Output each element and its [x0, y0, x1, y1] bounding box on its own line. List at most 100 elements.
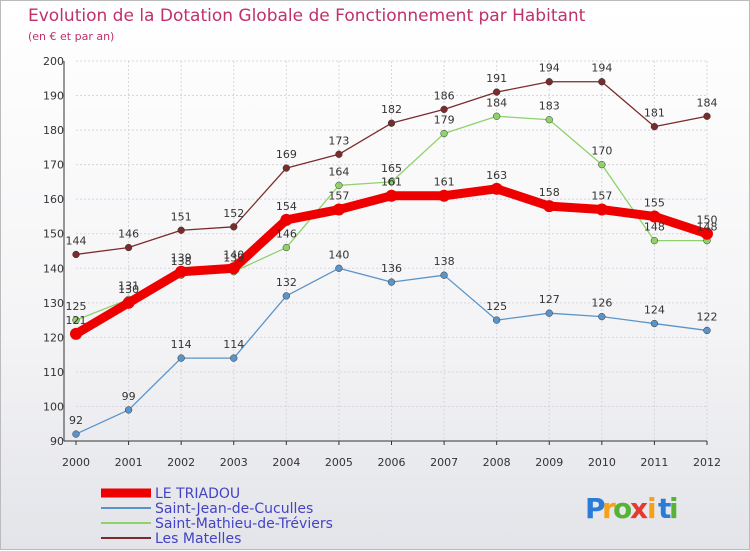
y-tick-label: 100 — [43, 400, 64, 413]
data-label: 183 — [539, 100, 560, 113]
chart-title: Evolution de la Dotation Globale de Fonc… — [28, 6, 586, 26]
data-label: 157 — [591, 190, 612, 203]
data-point — [440, 105, 448, 114]
data-point — [282, 292, 290, 300]
data-point — [177, 226, 185, 234]
data-point — [72, 316, 80, 324]
data-label: 151 — [171, 210, 192, 223]
data-label: 122 — [697, 310, 718, 323]
x-tick-label: 2007 — [430, 456, 458, 469]
data-point — [595, 203, 608, 216]
y-tick-label: 190 — [43, 90, 64, 103]
x-tick-label: 2008 — [483, 456, 511, 469]
data-label: 154 — [276, 200, 297, 213]
data-label: 139 — [223, 252, 244, 265]
data-label: 158 — [539, 186, 560, 199]
data-point — [701, 227, 713, 240]
logo-letter: x — [630, 492, 648, 525]
data-label: 155 — [644, 196, 665, 209]
data-label: 184 — [697, 96, 718, 109]
data-point — [490, 182, 503, 195]
data-point — [598, 78, 606, 86]
data-point — [227, 262, 240, 275]
data-point — [335, 264, 343, 272]
x-tick-label: 2000 — [62, 456, 90, 469]
data-point — [703, 326, 711, 335]
data-point — [650, 236, 659, 245]
data-point — [493, 316, 501, 324]
data-label: 132 — [276, 276, 297, 289]
data-point — [545, 116, 553, 124]
x-tick-label: 2009 — [535, 456, 563, 469]
logo-letter: t — [658, 492, 671, 525]
x-tick-label: 2002 — [167, 456, 195, 469]
data-point — [493, 88, 501, 96]
data-point — [282, 243, 290, 252]
x-tick-label: 2012 — [693, 456, 721, 469]
data-label: 127 — [539, 293, 560, 306]
data-label: 136 — [381, 262, 402, 275]
data-label: 152 — [223, 207, 244, 220]
data-label: 170 — [591, 145, 612, 158]
data-point — [387, 278, 396, 286]
data-label: 125 — [486, 300, 507, 313]
y-tick-label: 130 — [43, 297, 64, 310]
data-point — [124, 243, 133, 252]
data-point — [122, 296, 135, 309]
data-label: 161 — [381, 176, 402, 189]
data-label: 114 — [223, 338, 244, 351]
data-label: 157 — [328, 190, 349, 203]
data-point — [280, 213, 293, 226]
data-point — [72, 250, 80, 259]
x-tick-label: 2004 — [272, 456, 300, 469]
data-point — [545, 309, 553, 317]
data-label: 114 — [171, 338, 192, 351]
data-label: 139 — [171, 252, 192, 265]
data-label: 126 — [591, 297, 612, 310]
data-label: 140 — [223, 248, 244, 261]
data-label: 144 — [66, 234, 87, 247]
data-point — [438, 189, 451, 202]
data-label: 161 — [434, 176, 455, 189]
data-point — [543, 200, 556, 213]
series-group — [70, 78, 713, 438]
data-point — [387, 178, 396, 186]
legend-label: Saint-Mathieu-de-Tréviers — [155, 516, 333, 532]
data-label: 138 — [171, 255, 192, 268]
data-point — [70, 327, 82, 340]
data-point — [493, 112, 501, 120]
data-label: 146 — [276, 228, 297, 241]
data-point — [440, 271, 448, 279]
data-point — [72, 430, 80, 438]
data-label: 140 — [328, 248, 349, 261]
data-point — [648, 210, 661, 223]
data-label: 163 — [486, 169, 507, 182]
axes: 90 100 110 120 130 140 150 160 170 180 190 200 2000 2… — [43, 55, 721, 469]
y-tick-label: 140 — [43, 262, 64, 275]
y-tick-label: 110 — [43, 366, 64, 379]
data-point — [650, 122, 659, 131]
data-point — [440, 129, 448, 138]
data-point — [230, 354, 238, 362]
x-tick-label: 2003 — [220, 456, 248, 469]
chart-subtitle: (en € et par an) — [28, 30, 114, 43]
data-point — [230, 223, 238, 231]
data-label: 138 — [434, 255, 455, 268]
y-tick-label: 200 — [43, 55, 64, 68]
data-point — [598, 160, 606, 169]
legend: LE TRIADOUSaint-Jean-de-CucullesSaint-Ma… — [101, 486, 333, 547]
logo-letter: o — [613, 492, 632, 525]
data-point — [387, 119, 396, 127]
data-label: 148 — [697, 221, 718, 234]
data-label: 164 — [328, 165, 349, 178]
x-tick-label: 2011 — [640, 456, 668, 469]
data-label: 148 — [644, 221, 665, 234]
data-point — [650, 319, 659, 328]
x-tick-label: 2001 — [115, 456, 143, 469]
data-label: 173 — [328, 134, 349, 147]
x-tick-label: 2005 — [325, 456, 353, 469]
data-point — [598, 312, 606, 321]
data-labels: 144 146 151 152 169 173 182 186 191 194 194 181 184 1… — [66, 62, 718, 427]
